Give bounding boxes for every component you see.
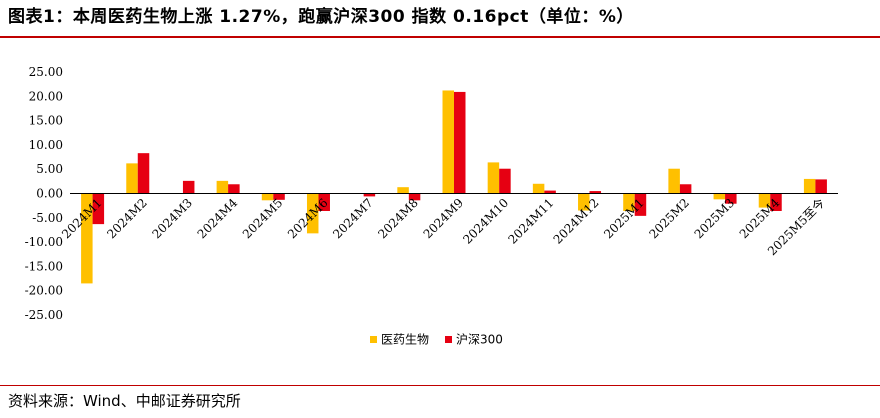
x-tick-label: 2024M9 [421, 196, 467, 242]
legend-label: 沪深300 [456, 333, 503, 347]
x-tick-label: 2024M3 [149, 196, 195, 242]
bar [758, 193, 771, 208]
legend-swatch [445, 336, 452, 343]
bar-chart: 25.00 20.00 15.00 10.00 5.00 0.00 -5.00 -10.00 -… [25, 65, 838, 347]
bar [803, 178, 816, 194]
bar [216, 180, 229, 194]
y-tick-label: 10.00 [29, 138, 63, 152]
bar [306, 193, 319, 234]
y-tick-label: 25.00 [29, 65, 63, 79]
bar [770, 193, 782, 211]
legend-label: 医药生物 [381, 333, 429, 347]
y-tick-label: 5.00 [36, 162, 63, 176]
bar [679, 184, 692, 194]
y-tick-label: 20.00 [29, 89, 63, 103]
bar [532, 183, 545, 194]
x-tick-label: 2024M4 [195, 195, 241, 241]
bar [634, 193, 647, 216]
bar [442, 90, 454, 194]
y-tick-label: 0.00 [36, 187, 63, 201]
bar [544, 190, 556, 194]
bar [261, 193, 274, 201]
bar [81, 193, 93, 284]
bar [578, 193, 590, 211]
y-tick-label: -10.00 [25, 235, 63, 249]
bar [668, 168, 680, 194]
bar [589, 191, 602, 194]
bar [126, 163, 138, 194]
bar [454, 91, 466, 194]
y-tick-label: -5.00 [32, 211, 63, 225]
legend-swatch [370, 336, 377, 343]
x-tick-label: 2025M3 [692, 196, 738, 242]
y-tick-label: 15.00 [29, 114, 63, 128]
x-tick-label: 2024M12 [551, 196, 602, 247]
x-tick-label: 2024M10 [460, 196, 511, 247]
bar [397, 187, 409, 194]
y-tick-label: -15.00 [25, 259, 63, 273]
bar [713, 193, 726, 200]
x-tick-label: 2024M5 [240, 196, 286, 242]
y-tick-label: -20.00 [25, 284, 63, 298]
bar [363, 193, 376, 197]
bar [487, 162, 500, 194]
title-divider [0, 36, 880, 38]
x-tick-label: 2024M11 [505, 196, 556, 247]
bar [725, 193, 737, 204]
bar [499, 168, 511, 194]
bar [408, 193, 421, 201]
source-note: 资料来源：Wind、中邮证券研究所 [8, 392, 241, 410]
y-tick-label: -25.00 [25, 308, 63, 322]
bar [815, 179, 827, 194]
x-tick-label: 2024M8 [375, 196, 421, 242]
x-tick-label: 2024M2 [104, 196, 150, 242]
bar [137, 153, 150, 194]
bar [182, 180, 195, 194]
bar [273, 193, 285, 200]
footer-divider [0, 385, 880, 386]
bar [318, 193, 330, 211]
bar [623, 193, 635, 211]
page-title: 图表1：本周医药生物上涨 1.27%，跑赢沪深300 指数 0.16pct（单位… [8, 7, 634, 27]
x-tick-label: 2024M7 [330, 196, 376, 242]
x-tick-label: 2025M2 [646, 196, 692, 242]
bar [92, 193, 105, 225]
bar [228, 184, 240, 194]
